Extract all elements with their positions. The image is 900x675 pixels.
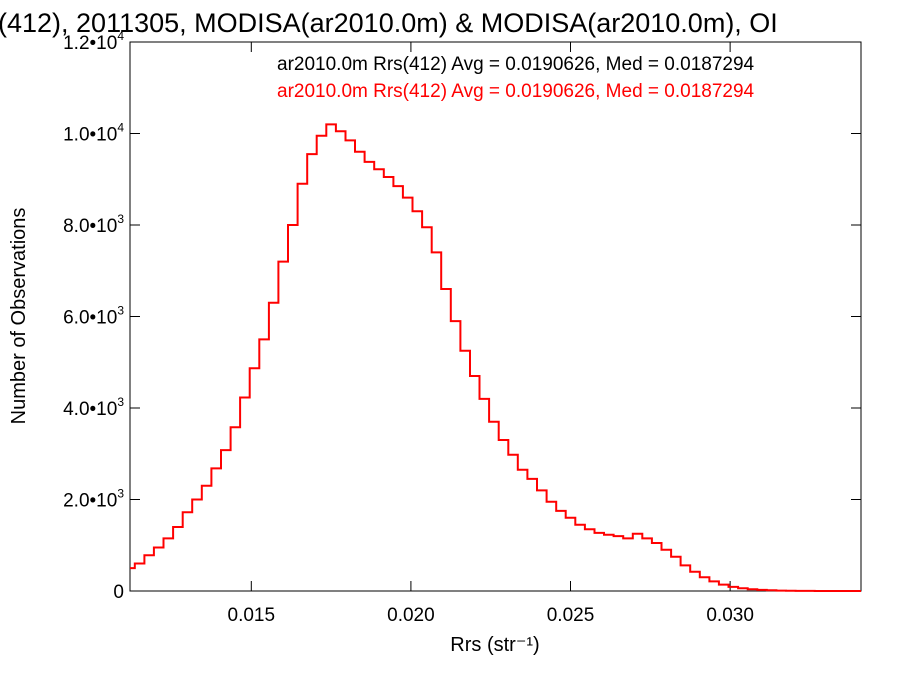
x-tick-label: 0.030	[706, 605, 754, 626]
y-tick-label: 2.0•103	[63, 487, 124, 512]
y-tick-label: 4.0•103	[63, 395, 124, 420]
y-tick-labels: 0 2.0•103 4.0•103 6.0•103 8.0•103 1.0•104 1.2•…	[63, 29, 124, 603]
legend: ar2010.0m Rrs(412) Avg = 0.0190626, Med …	[277, 54, 755, 102]
y-tick-label: 1.0•104	[63, 121, 124, 146]
legend-entry-red: ar2010.0m Rrs(412) Avg = 0.0190626, Med …	[277, 81, 755, 102]
plot-frame	[129, 41, 862, 592]
x-tick-label: 0.015	[228, 605, 276, 626]
y-axis-ticks	[130, 41, 861, 592]
chart-title: (412), 2011305, MODISA(ar2010.0m) & MODI…	[0, 8, 778, 38]
x-tick-labels: 0.015 0.020 0.025 0.030	[228, 605, 754, 626]
x-axis-ticks	[250, 42, 731, 591]
y-tick-label: 6.0•103	[63, 304, 124, 329]
legend-entry-black: ar2010.0m Rrs(412) Avg = 0.0190626, Med …	[277, 54, 755, 75]
y-axis-label: Number of Observations	[8, 208, 30, 425]
y-tick-label: 0	[113, 582, 124, 603]
y-tick-label: 1.2•104	[63, 29, 124, 54]
plot-area	[129, 41, 862, 592]
x-tick-label: 0.025	[547, 605, 595, 626]
series-line-histogram	[130, 123, 861, 592]
x-axis-label: Rrs (str⁻¹)	[450, 634, 539, 656]
y-tick-label: 8.0•103	[63, 212, 124, 237]
x-tick-label: 0.020	[387, 605, 435, 626]
